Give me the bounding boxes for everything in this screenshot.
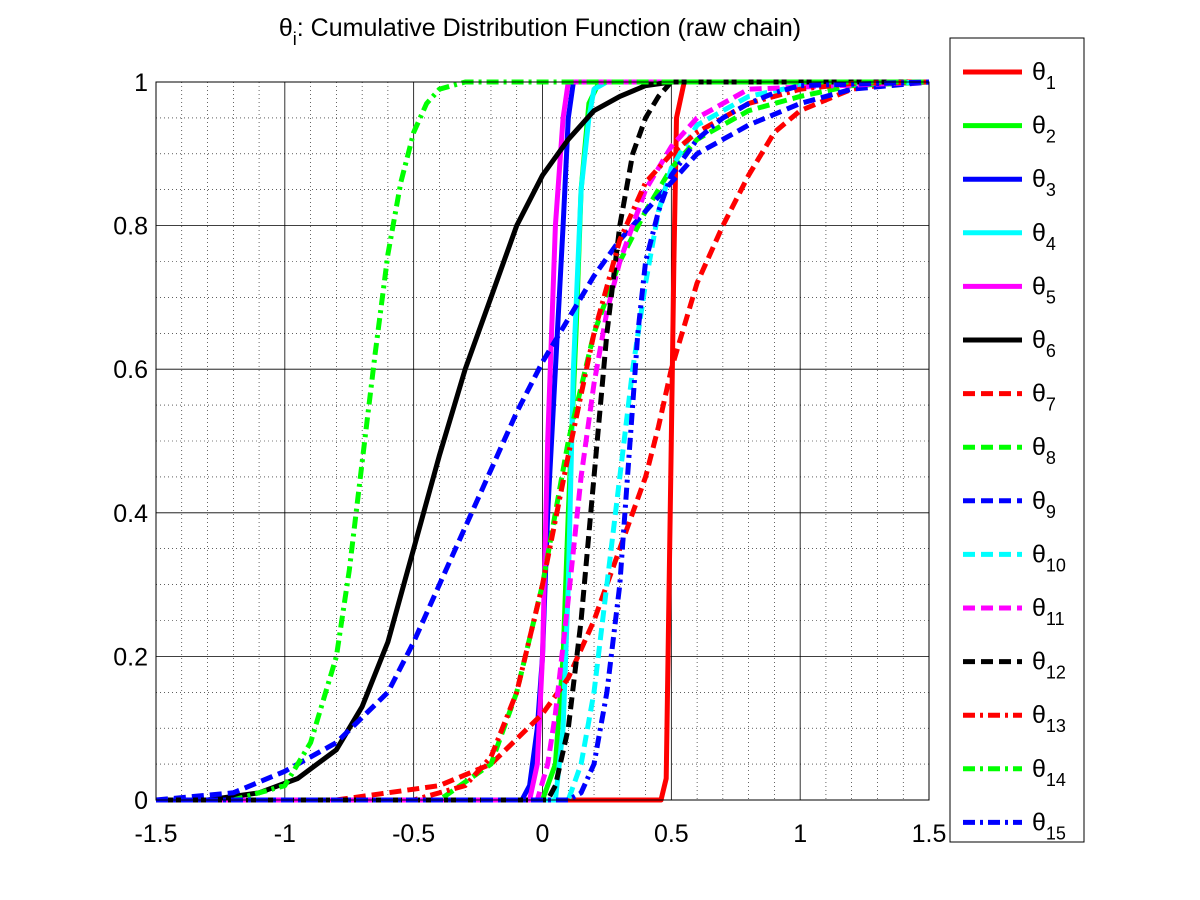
y-tick-label: 0.2 (113, 643, 148, 671)
legend-box (949, 37, 1085, 843)
legend-label-theta-9: θ9 (1032, 487, 1056, 522)
series-line-theta-4 (156, 79, 929, 803)
legend-label-theta-1: θ1 (1032, 58, 1056, 93)
legend-label-theta-11: θ11 (1032, 594, 1065, 629)
x-tick-label: -1.5 (134, 820, 177, 848)
series-line-theta-1 (156, 79, 929, 803)
x-tick-label: 0 (536, 820, 550, 848)
legend-label-theta-6: θ6 (1032, 326, 1056, 361)
ticks: -1.5 -1 -0.5 0 0.5 1 1.5 0 0.2 0.4 0.6 0.8 1 (113, 69, 946, 848)
series-line-theta-12 (156, 79, 929, 803)
legend-label-theta-7: θ7 (1032, 380, 1056, 415)
chart-title-subscript: i (293, 29, 297, 49)
legend-label-theta-12: θ12 (1032, 648, 1066, 683)
plot-area-frame (155, 81, 930, 801)
y-tick-label: 0.6 (113, 356, 148, 384)
series-line-theta-15 (156, 79, 930, 803)
series-line-theta-6 (156, 79, 929, 803)
series-line-theta-13 (156, 79, 930, 803)
legend: θ1 θ2 θ3 θ4 θ5 θ6 θ7 θ8 θ9 θ10 θ11 θ12 θ13 θ14 θ15 (949, 37, 1085, 843)
y-tick-label: 1 (134, 69, 148, 97)
x-tick-label: -0.5 (392, 820, 435, 848)
y-tick-label: 0.4 (113, 500, 148, 528)
series-line-theta-14 (156, 79, 929, 803)
series-line-theta-7 (156, 79, 929, 803)
series-line-theta-11 (156, 79, 930, 803)
series-line-theta-10 (156, 79, 930, 803)
y-tick-label: 0 (134, 787, 148, 815)
legend-label-theta-4: θ4 (1032, 219, 1056, 254)
legend-label-theta-10: θ10 (1032, 540, 1066, 575)
x-tick-label: 1.5 (912, 820, 947, 848)
chart-title: θi: Cumulative Distribution Function (ra… (279, 14, 801, 49)
x-tick-label: 0.5 (654, 820, 689, 848)
legend-label-theta-2: θ2 (1032, 112, 1056, 147)
legend-label-theta-13: θ13 (1032, 701, 1066, 736)
x-tick-label: -1 (274, 820, 296, 848)
series-line-theta-9 (155, 79, 930, 803)
legend-label-theta-14: θ14 (1032, 755, 1066, 790)
series-line-theta-5 (156, 79, 929, 803)
legend-label-theta-8: θ8 (1032, 433, 1056, 468)
legend-label-theta-5: θ5 (1032, 272, 1056, 307)
legend-label-theta-3: θ3 (1032, 165, 1056, 200)
x-tick-label: 1 (793, 820, 807, 848)
y-tick-label: 0.8 (113, 213, 148, 241)
legend-label-theta-15: θ15 (1032, 808, 1066, 843)
series-layer (155, 79, 930, 803)
